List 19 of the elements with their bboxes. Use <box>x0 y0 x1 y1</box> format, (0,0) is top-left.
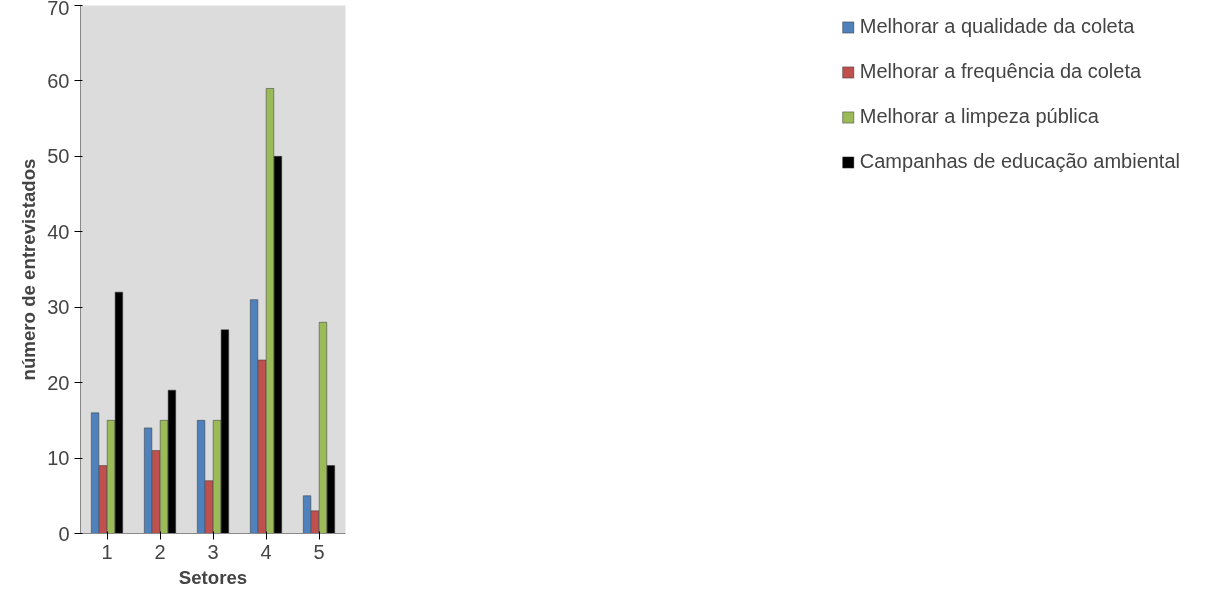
y-axis-title: número de entrevistados <box>18 158 40 381</box>
legend-label: Melhorar a qualidade da coleta <box>859 15 1135 38</box>
y-tick-label: 30 <box>47 296 70 319</box>
y-tick-label: 0 <box>58 522 70 545</box>
legend-label: Melhorar a frequência da coleta <box>859 60 1142 83</box>
x-tick-label: 2 <box>154 540 166 563</box>
y-tick-label: 40 <box>47 220 70 243</box>
legend-label: Melhorar a limpeza pública <box>859 105 1099 128</box>
x-axis-title: Setores <box>178 566 248 588</box>
y-tick-label: 70 <box>47 0 70 19</box>
x-tick-label: 5 <box>313 540 325 563</box>
y-tick-label: 50 <box>47 145 70 168</box>
y-tick-label: 60 <box>47 69 70 92</box>
x-tick-label: 4 <box>260 540 272 563</box>
y-tick-label: 10 <box>47 447 70 470</box>
legend-label: Campanhas de educação ambiental <box>859 150 1180 173</box>
x-tick-label: 3 <box>207 540 219 563</box>
y-tick-label: 20 <box>47 371 70 394</box>
x-tick-label: 1 <box>101 540 113 563</box>
